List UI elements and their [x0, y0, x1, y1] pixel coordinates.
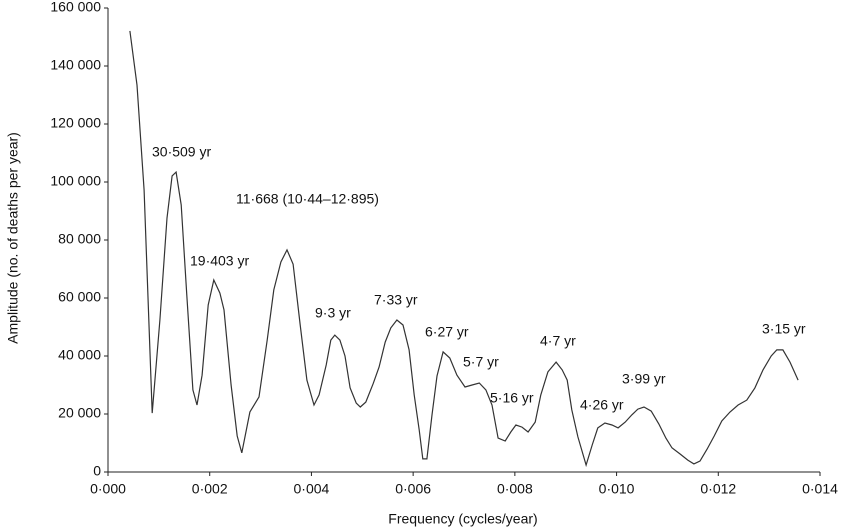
annotation: 19·403 yr [190, 253, 249, 269]
x-tick-label: 0·002 [192, 481, 228, 497]
annotation: 4·7 yr [540, 333, 576, 349]
annotation: 5·16 yr [490, 390, 534, 406]
y-tick-label: 100 000 [50, 173, 101, 189]
y-tick-label: 80 000 [58, 231, 101, 247]
y-axis-label: Amplitude (no. of deaths per year) [5, 132, 21, 344]
annotation: 3·15 yr [762, 321, 806, 337]
y-tick-label: 140 000 [50, 57, 101, 73]
x-tick-label: 0·000 [90, 481, 126, 497]
annotation: 5·7 yr [463, 354, 499, 370]
annotation: 3·99 yr [622, 371, 666, 387]
x-axis-label: Frequency (cycles/year) [388, 511, 537, 527]
annotation: 9·3 yr [315, 305, 351, 321]
x-tick-label: 0·010 [599, 481, 635, 497]
annotation: 4·26 yr [580, 397, 624, 413]
y-tick-label: 160 000 [50, 0, 101, 15]
data-line [129, 30, 799, 468]
x-tick-label: 0·014 [802, 481, 838, 497]
annotation: 30·509 yr [152, 144, 211, 160]
x-tick-label: 0·004 [294, 481, 330, 497]
y-tick-label: 0 [93, 463, 101, 479]
annotation: 11·668 (10·44–12·895) [236, 191, 379, 207]
annotation: 6·27 yr [425, 324, 469, 340]
y-tick-label: 40 000 [58, 347, 101, 363]
x-tick-label: 0·006 [395, 481, 431, 497]
x-tick-label: 0·012 [700, 481, 736, 497]
y-tick-label: 60 000 [58, 289, 101, 305]
x-tick-label: 0·008 [497, 481, 533, 497]
annotation: 7·33 yr [374, 292, 418, 308]
y-tick-label: 20 000 [58, 405, 101, 421]
y-tick-label: 120 000 [50, 115, 101, 131]
